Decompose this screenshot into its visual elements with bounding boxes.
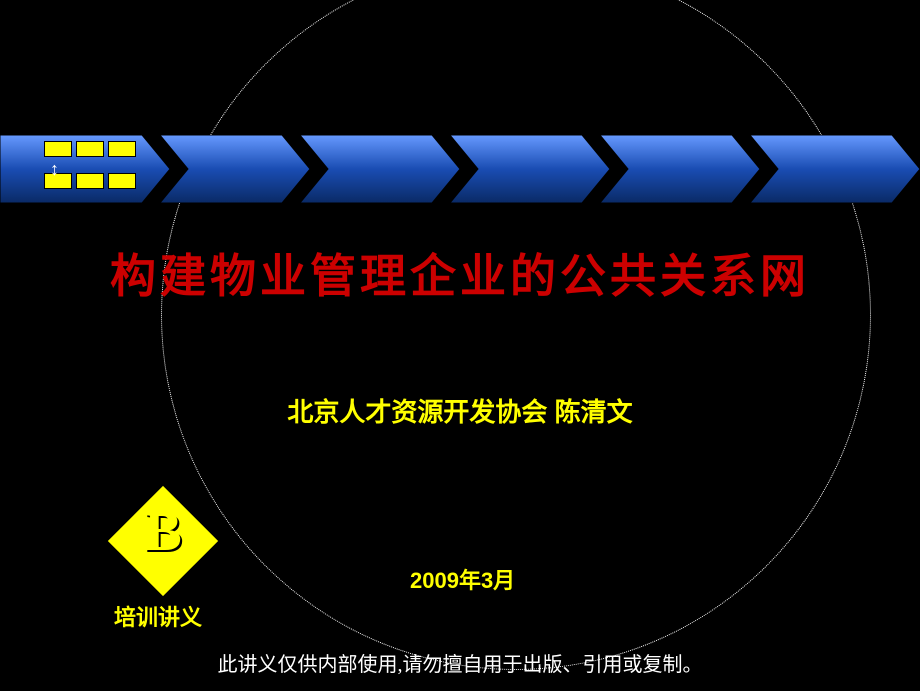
yellow-row <box>44 141 136 157</box>
date-text: 2009年3月 <box>410 563 515 595</box>
chevron-3 <box>300 135 460 203</box>
badge-label: 培训讲义 <box>114 600 202 632</box>
chevron-4 <box>450 135 610 203</box>
updown-arrow-icon: ↕ <box>50 159 59 180</box>
main-title: 构建物业管理企业的公共关系网 <box>0 240 920 306</box>
badge: B <box>108 486 218 596</box>
yellow-block <box>76 173 104 189</box>
dotted-circle <box>161 0 871 670</box>
yellow-block <box>44 141 72 157</box>
yellow-block <box>108 141 136 157</box>
chevron-5 <box>600 135 760 203</box>
footer-text: 此讲义仅供内部使用,请勿擅自用于出版、引用或复制。 <box>0 648 920 677</box>
yellow-block <box>76 141 104 157</box>
chevron-2 <box>160 135 310 203</box>
badge-letter: B <box>108 500 218 564</box>
subtitle: 北京人才资源开发协会 陈清文 <box>0 392 920 429</box>
chevron-bar <box>0 135 920 203</box>
yellow-block <box>108 173 136 189</box>
chevron-6 <box>750 135 920 203</box>
